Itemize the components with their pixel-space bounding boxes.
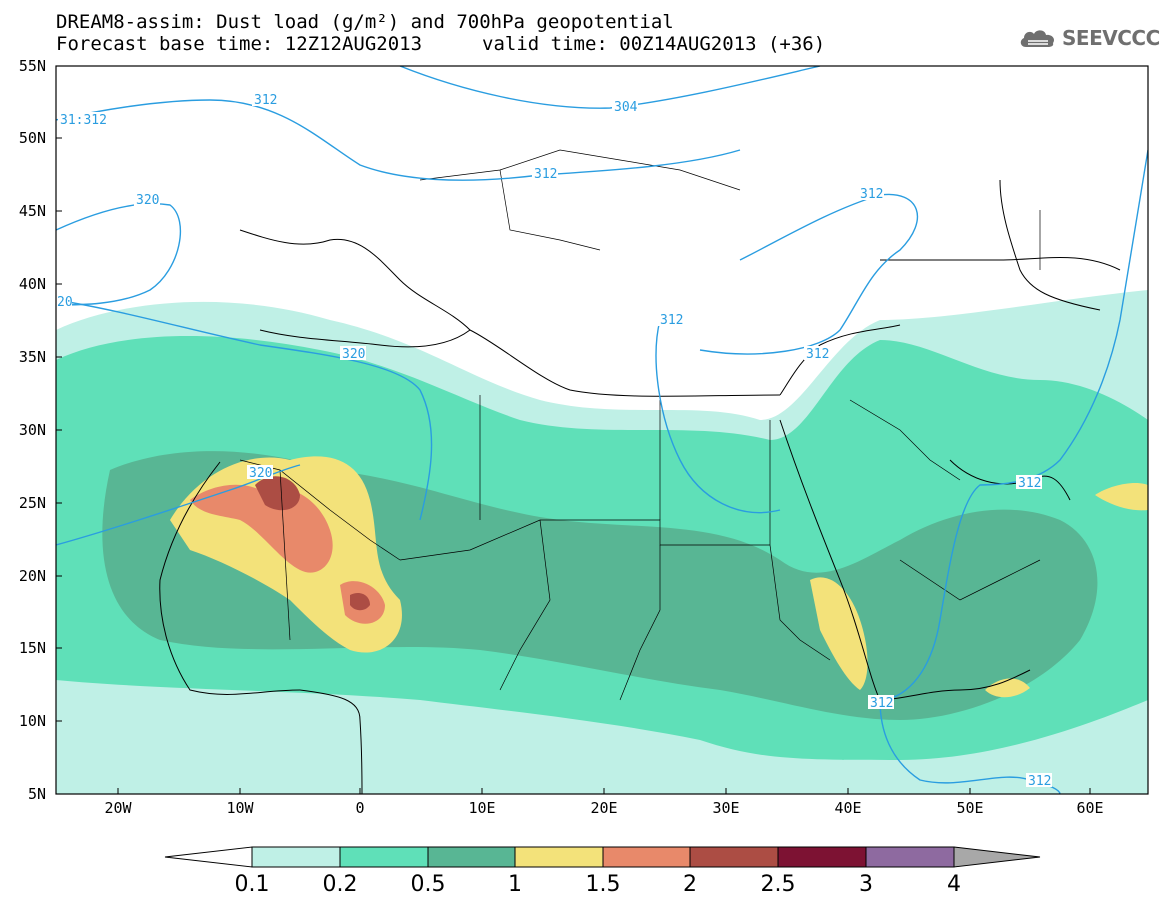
lat-label: 50N (18, 129, 46, 147)
forecast-base-time: Forecast base time: 12Z12AUG2013 (56, 33, 423, 55)
lat-label: 5N (27, 785, 46, 803)
lon-label: 50E (956, 799, 984, 817)
dust-1-area-east (1095, 483, 1148, 511)
axis-ticks (56, 65, 1091, 794)
lat-label: 40N (18, 275, 46, 293)
valid-time: valid time: 00Z14AUG2013 (+36) (482, 33, 826, 55)
colorbar-bin (602, 846, 691, 868)
contour-label: 312 (1018, 476, 1041, 491)
contour-label-group: 312 304 312 31:312 320 312 20 320 312 31… (56, 92, 1052, 789)
contour-label: 312 (1028, 774, 1051, 789)
colorbar-tick-label: 2.5 (760, 872, 796, 897)
map-title: DREAM8-assim: Dust load (g/m²) and 700hP… (56, 11, 674, 33)
lat-label: 15N (18, 639, 46, 657)
lon-label: 60E (1076, 799, 1104, 817)
colorbar-bin (251, 846, 341, 868)
lon-label: 0 (355, 799, 365, 817)
colorbar-bin (514, 846, 604, 868)
colorbar-tick-label: 1 (508, 872, 522, 897)
lon-label: 10E (468, 799, 496, 817)
lat-label: 45N (18, 202, 46, 220)
contour-label: 320 (136, 193, 159, 208)
contour-label: 304 (614, 100, 638, 115)
dust-1-area-yemen (985, 678, 1030, 698)
cloud-icon (1020, 30, 1055, 47)
colorbar-tick-label: 1.5 (585, 872, 621, 897)
colorbar-tick-label: 0.1 (234, 872, 270, 897)
colorbar-tick-label: 0.5 (410, 872, 446, 897)
colorbar-bin (339, 846, 429, 868)
contour-label: 312 (806, 347, 829, 362)
lon-label: 20W (104, 799, 132, 817)
logo-text: SEEVCCC (1062, 26, 1160, 50)
colorbar-bin (777, 846, 867, 868)
colorbar-low-arrow (164, 846, 253, 868)
contour-label: 31:312 (60, 113, 107, 128)
colorbar-high-arrow (953, 846, 1041, 868)
dust-2-area-2 (350, 593, 370, 611)
contour-label: 312 (254, 93, 277, 108)
colorbar-tick-label: 4 (947, 872, 961, 897)
contour-label: 320 (249, 466, 272, 481)
lat-label: 20N (18, 567, 46, 585)
dust-2-area (255, 476, 300, 511)
contour-label: 20 (57, 295, 73, 310)
dust-1-area-red-sea (810, 577, 868, 690)
contour-label: 312 (870, 696, 893, 711)
dust-1.5-area (190, 484, 333, 573)
colorbar-bin (865, 846, 955, 868)
lon-label: 40E (834, 799, 862, 817)
lon-label: 30E (712, 799, 740, 817)
colorbar-bin (427, 846, 516, 868)
contour-label: 312 (660, 313, 683, 328)
seevccc-logo: SEEVCCC (1018, 26, 1160, 50)
contour-label: 320 (342, 347, 365, 362)
colorbar-tick-label: 0.2 (322, 872, 358, 897)
lon-label: 20E (590, 799, 618, 817)
lon-label: 10W (226, 799, 254, 817)
colorbar-bin (689, 846, 779, 868)
contour-label: 312 (534, 167, 557, 182)
lat-label: 30N (18, 421, 46, 439)
lat-label: 10N (18, 712, 46, 730)
colorbar-tick-label: 3 (859, 872, 873, 897)
colorbar (164, 846, 1041, 868)
lat-label: 25N (18, 494, 46, 512)
lat-label: 55N (18, 57, 46, 75)
lat-label: 35N (18, 348, 46, 366)
contour-label: 312 (860, 187, 883, 202)
colorbar-tick-label: 2 (683, 872, 697, 897)
